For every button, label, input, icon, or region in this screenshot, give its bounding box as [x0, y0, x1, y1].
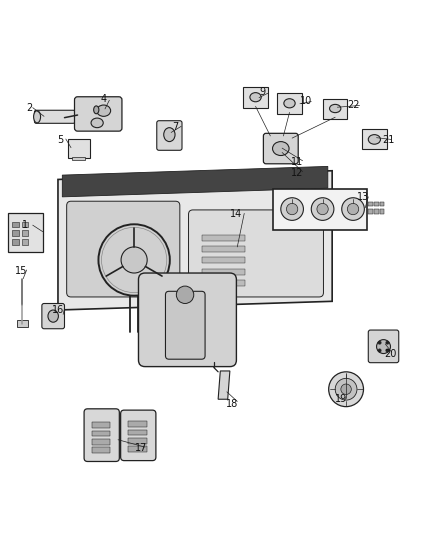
Ellipse shape	[97, 105, 111, 116]
Text: 1: 1	[22, 220, 28, 230]
FancyBboxPatch shape	[362, 130, 387, 149]
Text: 17: 17	[134, 443, 147, 454]
Circle shape	[386, 341, 389, 344]
Text: 12: 12	[291, 168, 304, 178]
Ellipse shape	[94, 106, 99, 114]
Bar	[201, 269, 245, 275]
Text: 14: 14	[230, 209, 243, 219]
Ellipse shape	[368, 135, 381, 144]
Ellipse shape	[91, 118, 103, 128]
FancyBboxPatch shape	[243, 87, 268, 108]
Text: 2: 2	[27, 103, 33, 112]
Bar	[201, 246, 245, 252]
Bar	[22, 222, 28, 228]
Text: 20: 20	[385, 349, 397, 359]
Circle shape	[177, 286, 194, 303]
Text: 21: 21	[382, 135, 395, 146]
FancyBboxPatch shape	[67, 201, 180, 297]
Ellipse shape	[284, 99, 295, 108]
Text: 22: 22	[348, 100, 360, 110]
Ellipse shape	[329, 104, 341, 112]
FancyBboxPatch shape	[277, 93, 302, 114]
Bar	[380, 201, 385, 206]
Bar	[92, 422, 110, 428]
Bar	[22, 230, 28, 236]
Text: 15: 15	[15, 266, 27, 276]
FancyBboxPatch shape	[120, 410, 156, 461]
Bar	[368, 201, 373, 206]
Ellipse shape	[164, 128, 175, 142]
Bar	[380, 209, 385, 214]
Circle shape	[342, 198, 364, 220]
Bar	[374, 201, 379, 206]
Bar	[128, 438, 147, 443]
Polygon shape	[218, 371, 230, 399]
Circle shape	[121, 247, 147, 273]
Bar	[72, 157, 85, 160]
Text: 18: 18	[226, 399, 238, 409]
Ellipse shape	[377, 340, 391, 353]
Text: 9: 9	[259, 87, 265, 98]
Bar	[201, 235, 245, 241]
Circle shape	[386, 349, 389, 352]
Bar	[201, 257, 245, 263]
FancyBboxPatch shape	[42, 303, 64, 329]
Circle shape	[341, 384, 351, 394]
Text: 5: 5	[57, 135, 63, 146]
Bar	[17, 320, 28, 327]
Ellipse shape	[48, 310, 58, 322]
Circle shape	[328, 372, 364, 407]
FancyBboxPatch shape	[157, 120, 182, 150]
FancyBboxPatch shape	[323, 99, 347, 118]
Bar	[67, 139, 90, 158]
Text: 16: 16	[52, 305, 64, 315]
Ellipse shape	[272, 142, 289, 156]
Bar	[92, 439, 110, 445]
Text: 10: 10	[300, 96, 312, 106]
Bar	[92, 447, 110, 453]
Bar	[22, 239, 28, 245]
Text: 11: 11	[291, 157, 304, 167]
FancyBboxPatch shape	[8, 213, 43, 252]
Bar	[12, 230, 19, 236]
FancyBboxPatch shape	[74, 97, 122, 131]
Bar	[92, 431, 110, 436]
Bar	[201, 280, 245, 286]
Ellipse shape	[250, 93, 261, 102]
Bar	[12, 222, 19, 228]
Bar	[374, 209, 379, 214]
Polygon shape	[62, 166, 328, 197]
Text: 19: 19	[335, 394, 347, 404]
Bar	[128, 422, 147, 427]
FancyBboxPatch shape	[188, 210, 323, 297]
Circle shape	[335, 378, 357, 400]
FancyBboxPatch shape	[138, 273, 237, 367]
Ellipse shape	[34, 111, 41, 123]
Bar	[12, 239, 19, 245]
Circle shape	[378, 349, 381, 352]
Circle shape	[347, 204, 359, 215]
Bar	[128, 430, 147, 435]
FancyBboxPatch shape	[368, 330, 399, 362]
FancyBboxPatch shape	[84, 409, 119, 462]
Text: 13: 13	[357, 192, 369, 202]
Circle shape	[286, 204, 298, 215]
FancyBboxPatch shape	[263, 133, 298, 164]
Bar	[128, 446, 147, 452]
Circle shape	[311, 198, 334, 220]
Circle shape	[317, 204, 328, 215]
Circle shape	[281, 198, 304, 220]
Polygon shape	[58, 171, 332, 310]
FancyBboxPatch shape	[273, 189, 367, 230]
Text: 4: 4	[101, 94, 107, 104]
Bar	[368, 209, 373, 214]
FancyBboxPatch shape	[35, 110, 75, 123]
FancyBboxPatch shape	[166, 292, 205, 359]
Circle shape	[378, 341, 381, 344]
Text: 7: 7	[172, 122, 179, 132]
